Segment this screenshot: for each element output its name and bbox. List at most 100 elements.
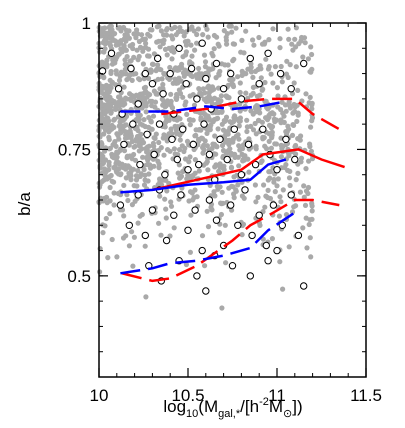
background-point (168, 203, 175, 209)
background-point (286, 244, 292, 250)
background-point (186, 159, 192, 165)
background-point (293, 151, 299, 157)
background-point (222, 139, 229, 145)
background-point (170, 36, 176, 42)
background-point (113, 68, 119, 74)
background-point (161, 152, 167, 158)
background-point (298, 38, 304, 44)
background-point (270, 26, 276, 32)
background-point (277, 36, 283, 42)
background-point (289, 132, 296, 138)
background-point (143, 294, 149, 300)
background-point (196, 168, 202, 174)
background-point (193, 127, 199, 133)
background-point (255, 66, 261, 73)
data-point (244, 140, 253, 149)
background-point (169, 26, 175, 32)
background-point (235, 182, 241, 188)
data-point (255, 80, 263, 88)
background-point (225, 82, 231, 88)
background-point (142, 243, 148, 249)
background-point (211, 141, 218, 147)
background-point (183, 261, 189, 268)
background-point (231, 56, 237, 62)
background-point (228, 152, 234, 158)
background-point (303, 166, 309, 172)
background-point (219, 305, 225, 311)
background-point (155, 182, 161, 188)
background-point (248, 69, 254, 75)
background-point (149, 61, 156, 67)
x-tick-label: 10 (90, 386, 109, 405)
background-point (187, 249, 193, 255)
background-point (268, 71, 274, 77)
y-tick-label: 0.5 (67, 267, 91, 286)
background-point (189, 53, 195, 59)
background-point (224, 131, 230, 137)
data-point (198, 39, 206, 47)
background-point (233, 188, 239, 194)
background-point (291, 101, 297, 108)
background-point (176, 75, 182, 81)
background-point (201, 96, 207, 102)
data-point (116, 201, 125, 209)
data-point (259, 125, 267, 133)
background-point (216, 168, 222, 174)
data-point (234, 221, 242, 230)
background-point (155, 62, 161, 68)
background-point (260, 86, 266, 92)
background-point (248, 92, 254, 98)
data-point (150, 150, 158, 159)
data-point (154, 54, 162, 63)
x-label-mid: /[h (240, 397, 259, 416)
background-point (187, 154, 193, 160)
background-point (116, 123, 122, 129)
background-point (146, 114, 152, 121)
background-point (121, 84, 127, 90)
background-point (130, 263, 136, 269)
background-point (116, 94, 122, 100)
background-point (107, 145, 113, 151)
data-point (179, 125, 187, 133)
background-point (114, 158, 120, 164)
background-point (202, 59, 209, 65)
data-point (227, 201, 235, 209)
background-point (140, 154, 146, 160)
background-point (202, 263, 208, 269)
background-point (235, 74, 241, 80)
background-point (272, 189, 278, 195)
background-point (220, 127, 227, 133)
background-point (168, 98, 174, 104)
x-tick-label: 11.5 (350, 386, 382, 405)
background-point (190, 117, 196, 123)
background-point (266, 138, 272, 144)
background-point (309, 51, 315, 58)
background-point (131, 144, 137, 150)
background-point (227, 119, 233, 125)
background-point (124, 77, 130, 83)
background-point (156, 165, 162, 171)
data-point (191, 206, 199, 214)
background-point (250, 127, 257, 133)
background-point (265, 106, 271, 112)
background-point (131, 151, 137, 158)
background-point (194, 31, 200, 38)
background-point (236, 123, 242, 129)
background-point (172, 123, 178, 129)
background-point (186, 117, 192, 123)
red-line-2 (152, 148, 345, 192)
background-point (157, 44, 163, 50)
background-point (135, 57, 141, 63)
background-point (122, 101, 128, 107)
background-point (187, 59, 193, 65)
background-point (153, 131, 159, 137)
background-point (220, 147, 227, 154)
background-point (191, 102, 198, 108)
background-point (139, 105, 145, 111)
background-point (142, 177, 148, 183)
background-point (239, 193, 245, 199)
background-point (216, 71, 222, 77)
background-point (278, 199, 284, 205)
background-point (308, 44, 314, 50)
data-point (162, 236, 171, 245)
